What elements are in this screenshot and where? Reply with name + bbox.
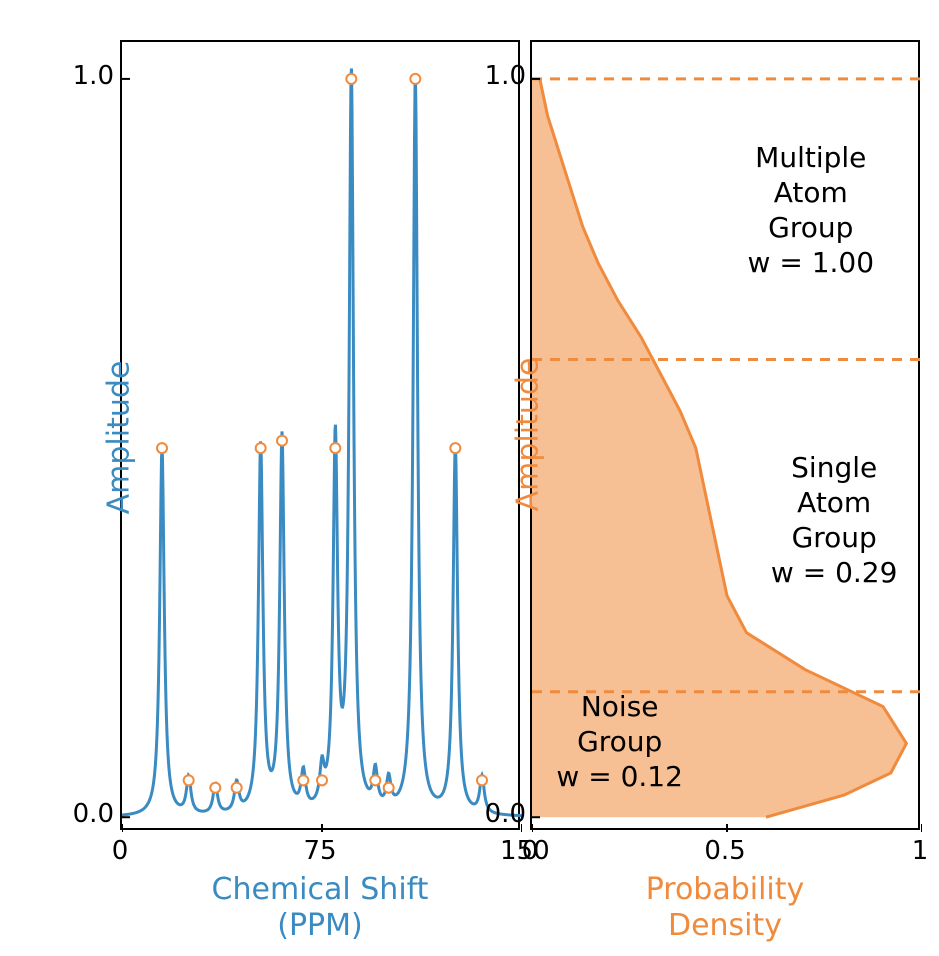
annotation-line: Atom: [721, 175, 901, 210]
xtick-label: 1: [895, 836, 939, 866]
peak-marker: [346, 74, 356, 84]
peak-marker: [384, 783, 394, 793]
xtick-label: 0.5: [700, 836, 750, 866]
ytick-label: 1.0: [68, 61, 114, 91]
ytick-label: 1.0: [482, 61, 526, 91]
right-ylabel: Amplitude: [511, 335, 546, 535]
ytick-label: 0.0: [482, 799, 526, 829]
xtick-label: 0: [505, 836, 555, 866]
annotation-line: Group: [744, 520, 924, 555]
spectrum-plot: [122, 42, 522, 832]
annotation-line: w = 0.29: [744, 555, 924, 590]
left-ylabel: Amplitude: [101, 361, 136, 515]
peak-marker: [370, 775, 380, 785]
peak-marker: [157, 443, 167, 453]
annotation-line: Single: [744, 450, 924, 485]
annotation-line: w = 1.00: [721, 245, 901, 280]
peak-marker: [450, 443, 460, 453]
peak-marker: [184, 775, 194, 785]
spectrum-panel: [120, 40, 520, 830]
peak-marker: [298, 775, 308, 785]
xtick-label: 0: [100, 836, 140, 866]
left-xlabel: Chemical Shift (PPM): [120, 872, 520, 944]
right-xlabel: Probability Density: [530, 872, 920, 944]
annotation-line: w = 0.12: [530, 759, 710, 794]
group-annotation: SingleAtomGroupw = 0.29: [744, 450, 924, 590]
annotation-line: Multiple: [721, 140, 901, 175]
annotation-line: Noise: [530, 689, 710, 724]
group-annotation: NoiseGroupw = 0.12: [530, 689, 710, 794]
peak-marker: [477, 775, 487, 785]
spectrum-line: [122, 68, 522, 815]
peak-marker: [317, 775, 327, 785]
group-annotation: MultipleAtomGroupw = 1.00: [721, 140, 901, 280]
peak-marker: [410, 74, 420, 84]
peak-marker: [330, 443, 340, 453]
peak-marker: [232, 783, 242, 793]
peak-marker: [210, 783, 220, 793]
annotation-line: Group: [721, 210, 901, 245]
peak-marker: [277, 436, 287, 446]
annotation-line: Atom: [744, 485, 924, 520]
xtick-label: 75: [300, 836, 340, 866]
ytick-label: 0.0: [68, 799, 114, 829]
annotation-line: Group: [530, 724, 710, 759]
figure: Amplitude Chemical Shift (PPM) 075150 0.…: [20, 20, 919, 936]
peak-marker: [256, 443, 266, 453]
